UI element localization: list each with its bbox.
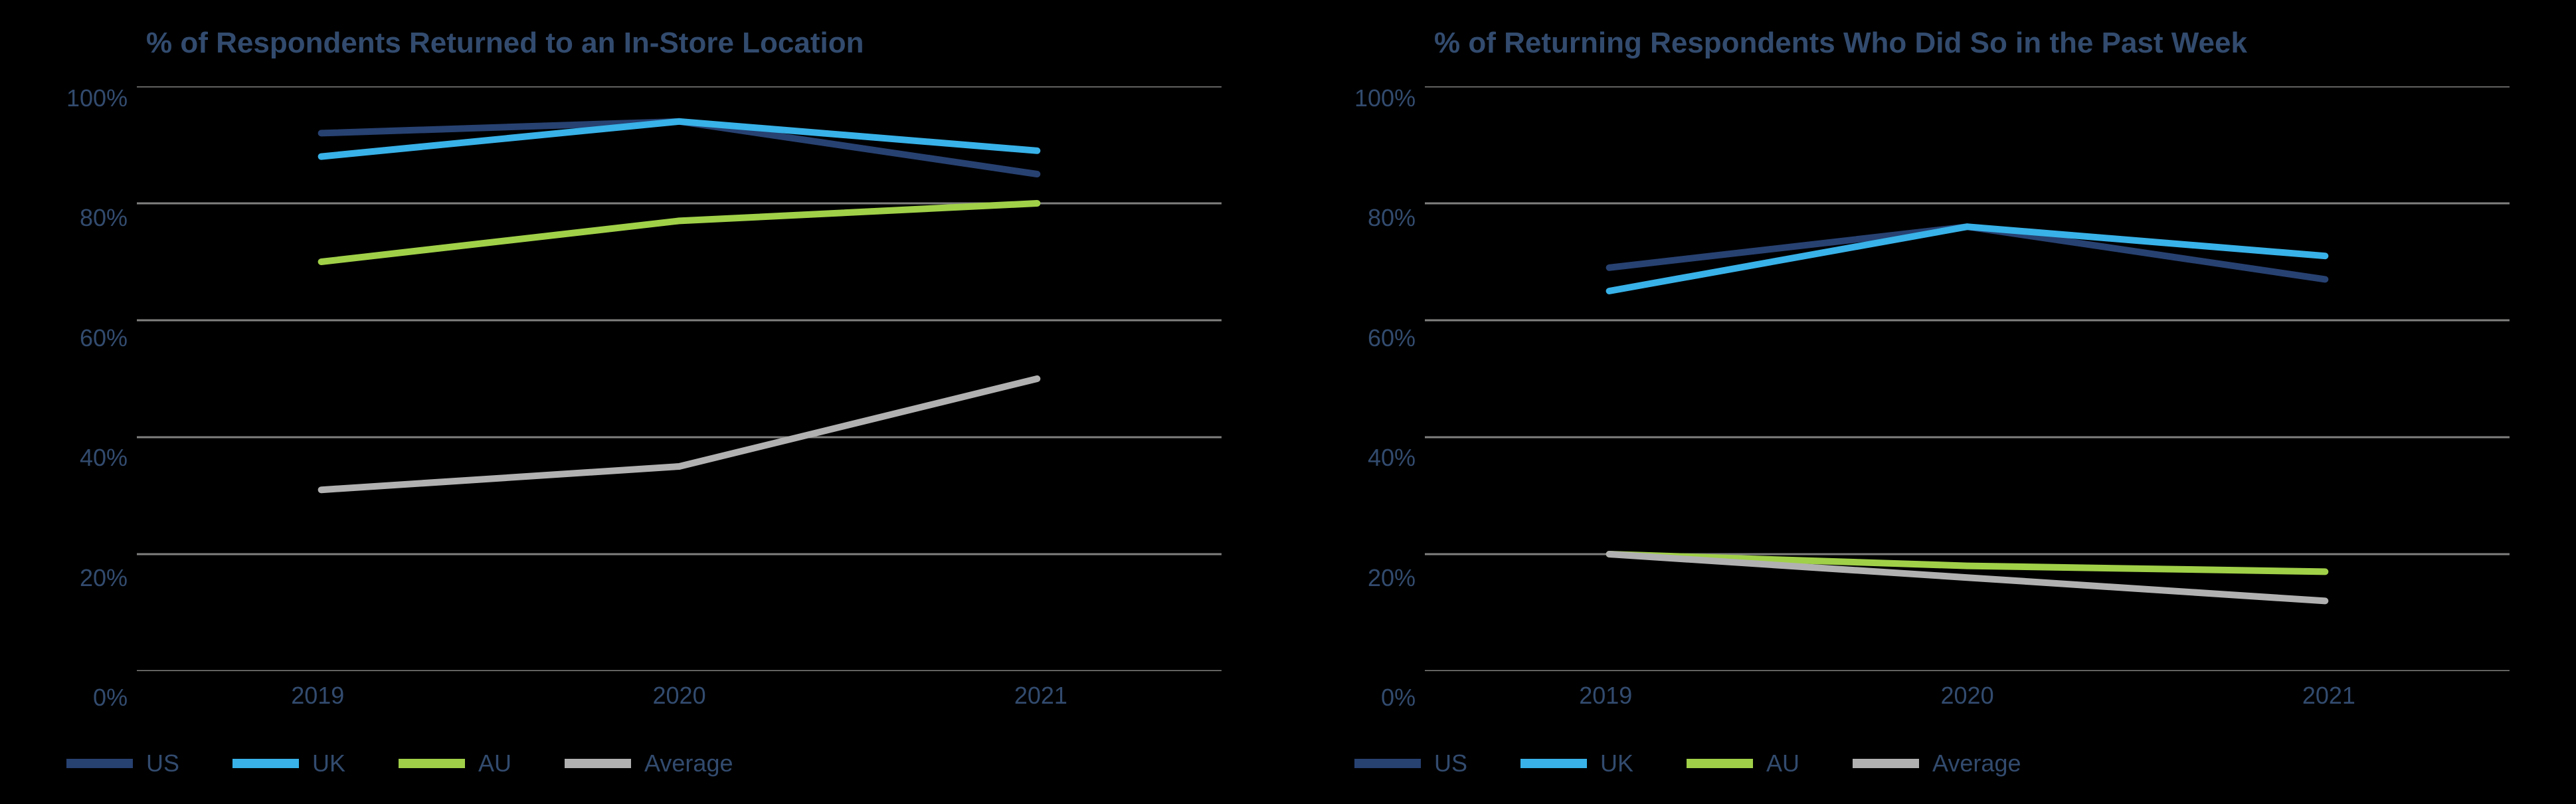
x-tick-label: 2021 [860, 682, 1222, 710]
plot-svg [137, 86, 1222, 671]
legend-label: US [146, 750, 179, 777]
legend-item-us: US [66, 750, 179, 777]
legend-item-au: AU [1687, 750, 1799, 777]
series-line-average [322, 379, 1038, 490]
legend-item-us: US [1354, 750, 1467, 777]
y-tick-label: 60% [80, 326, 128, 350]
legend-swatch [1354, 759, 1421, 768]
series-line-uk [1610, 227, 2326, 291]
series-line-average [1610, 554, 2326, 601]
plot-area [137, 86, 1222, 671]
plot-area [1425, 86, 2510, 671]
chart-panel-left: % of Respondents Returned to an In-Store… [66, 27, 1222, 777]
chart-title: % of Returning Respondents Who Did So in… [1354, 27, 2510, 60]
legend-label: Average [1932, 750, 2021, 777]
x-tick-label: 2021 [2148, 682, 2510, 710]
y-tick-label: 20% [80, 566, 128, 590]
legend-item-average: Average [565, 750, 733, 777]
x-tick-label: 2020 [1786, 682, 2148, 710]
y-tick-label: 80% [80, 206, 128, 230]
legend-swatch [565, 759, 631, 768]
legend: US UK AU Average [1354, 750, 2510, 777]
plot-svg [1425, 86, 2510, 671]
legend-swatch [1687, 759, 1753, 768]
x-axis: 2019 2020 2021 [137, 671, 1222, 710]
legend-swatch [399, 759, 465, 768]
legend-swatch [232, 759, 299, 768]
legend-label: US [1434, 750, 1467, 777]
y-tick-label: 40% [80, 446, 128, 470]
x-tick-label: 2019 [137, 682, 498, 710]
y-tick-label: 60% [1368, 326, 1416, 350]
legend-item-uk: UK [232, 750, 345, 777]
legend-item-average: Average [1853, 750, 2021, 777]
legend-swatch [1853, 759, 1919, 768]
x-tick-label: 2020 [498, 682, 860, 710]
y-axis: 100% 80% 60% 40% 20% 0% [1354, 86, 1425, 710]
y-tick-label: 80% [1368, 206, 1416, 230]
legend-label: AU [1766, 750, 1799, 777]
legend-label: UK [312, 750, 345, 777]
chart-body: 100% 80% 60% 40% 20% 0% 2019 2020 2021 [66, 86, 1222, 710]
legend-item-uk: UK [1520, 750, 1633, 777]
legend-label: Average [644, 750, 733, 777]
y-tick-label: 20% [1368, 566, 1416, 590]
chart-panel-right: % of Returning Respondents Who Did So in… [1354, 27, 2510, 777]
chart-title: % of Respondents Returned to an In-Store… [66, 27, 1222, 60]
y-tick-label: 100% [66, 86, 128, 110]
y-tick-label: 0% [1381, 686, 1416, 710]
y-tick-label: 0% [93, 686, 128, 710]
chart-body: 100% 80% 60% 40% 20% 0% 2019 2020 2021 [1354, 86, 2510, 710]
legend-label: AU [478, 750, 511, 777]
x-tick-label: 2019 [1425, 682, 1786, 710]
y-tick-label: 40% [1368, 446, 1416, 470]
legend-swatch [66, 759, 133, 768]
y-tick-label: 100% [1354, 86, 1416, 110]
legend: US UK AU Average [66, 750, 1222, 777]
y-axis: 100% 80% 60% 40% 20% 0% [66, 86, 137, 710]
legend-item-au: AU [399, 750, 511, 777]
legend-swatch [1520, 759, 1587, 768]
legend-label: UK [1600, 750, 1633, 777]
x-axis: 2019 2020 2021 [1425, 671, 2510, 710]
series-line-au [322, 203, 1038, 262]
